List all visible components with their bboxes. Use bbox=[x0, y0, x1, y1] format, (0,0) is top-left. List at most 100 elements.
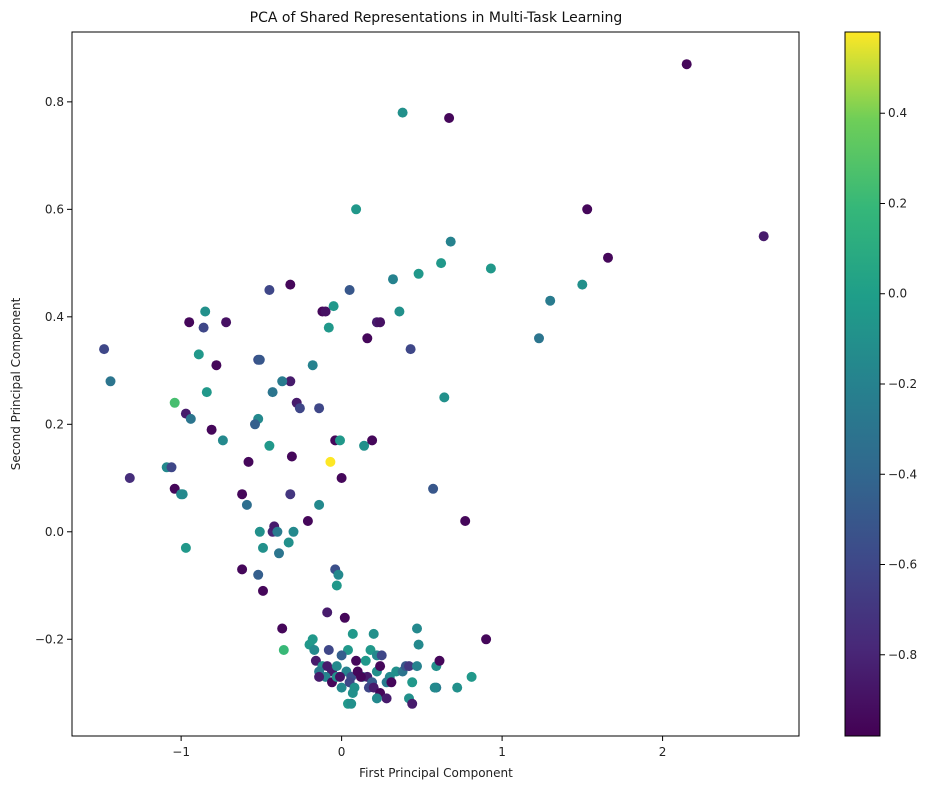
x-tick-label: 1 bbox=[498, 745, 506, 759]
colorbar-tick-label: −0.8 bbox=[888, 648, 917, 662]
colorbar-tick-label: −0.2 bbox=[888, 377, 917, 391]
scatter-point bbox=[412, 623, 422, 634]
scatter-point bbox=[445, 236, 456, 247]
scatter-point bbox=[394, 306, 405, 317]
y-axis-label: Second Principal Component bbox=[9, 297, 23, 470]
scatter-point bbox=[314, 403, 325, 414]
scatter-point bbox=[386, 677, 397, 688]
scatter-point bbox=[444, 113, 455, 123]
scatter-point bbox=[397, 107, 408, 118]
scatter-point bbox=[314, 671, 325, 682]
scatter-point bbox=[336, 650, 347, 661]
y-tick-label: 0.8 bbox=[45, 95, 64, 109]
scatter-point bbox=[405, 344, 416, 355]
scatter-point bbox=[124, 473, 135, 483]
scatter-point bbox=[258, 585, 268, 596]
scatter-point bbox=[198, 322, 209, 333]
scatter-point bbox=[206, 424, 217, 435]
scatter-point bbox=[254, 526, 265, 537]
scatter-point bbox=[355, 671, 366, 682]
scatter-point bbox=[335, 435, 345, 446]
scatter-point bbox=[258, 542, 268, 553]
scatter-point bbox=[169, 397, 180, 408]
scatter-point bbox=[314, 499, 325, 510]
scatter-point bbox=[309, 645, 320, 655]
scatter-point bbox=[375, 317, 386, 328]
scatter-point bbox=[577, 279, 588, 290]
scatter-point bbox=[331, 580, 342, 591]
scatter-point bbox=[681, 59, 692, 70]
scatter-point bbox=[351, 204, 362, 215]
scatter-point bbox=[603, 252, 613, 263]
scatter-point bbox=[177, 489, 188, 500]
scatter-point bbox=[428, 483, 439, 494]
scatter-point bbox=[243, 456, 254, 467]
colorbar-axis: −0.8 −0.6 −0.4 −0.2 0.0 0.2 0.4 bbox=[880, 106, 917, 662]
scatter-point bbox=[307, 360, 318, 371]
scatter-point bbox=[320, 306, 331, 317]
scatter-point bbox=[264, 440, 275, 451]
scatter-point bbox=[336, 473, 347, 483]
scatter-point bbox=[322, 607, 333, 618]
scatter-point bbox=[193, 349, 204, 360]
colorbar-tick-label: 0.4 bbox=[888, 106, 907, 120]
scatter-point bbox=[217, 435, 228, 446]
scatter-point bbox=[347, 628, 358, 639]
scatter-point bbox=[278, 645, 289, 655]
scatter-point bbox=[254, 354, 265, 365]
scatter-point bbox=[323, 322, 334, 333]
scatter-point bbox=[485, 263, 496, 274]
scatter-point bbox=[346, 698, 357, 709]
chart-title: PCA of Shared Representations in Multi-T… bbox=[250, 10, 623, 26]
scatter-points bbox=[99, 59, 769, 709]
scatter-point bbox=[105, 376, 116, 387]
scatter-point bbox=[481, 634, 492, 645]
scatter-point bbox=[339, 612, 350, 623]
scatter-point bbox=[185, 413, 196, 424]
scatter-point bbox=[286, 451, 297, 462]
colorbar-tick-label: 0.0 bbox=[888, 287, 907, 301]
scatter-point bbox=[285, 279, 296, 290]
scatter-point bbox=[288, 526, 299, 537]
scatter-point bbox=[274, 548, 284, 559]
scatter-point bbox=[325, 456, 336, 467]
scatter-point bbox=[407, 698, 418, 709]
scatter-point bbox=[180, 542, 191, 553]
y-tick-label: 0.6 bbox=[45, 202, 64, 216]
scatter-point bbox=[371, 693, 382, 704]
scatter-point bbox=[277, 623, 288, 634]
x-axis: −1 0 1 2 bbox=[172, 736, 666, 759]
scatter-point bbox=[367, 435, 378, 446]
scatter-point bbox=[381, 693, 392, 704]
scatter-point bbox=[331, 661, 342, 672]
scatter-point bbox=[294, 403, 305, 414]
scatter-point bbox=[359, 440, 370, 451]
scatter-point bbox=[376, 650, 387, 661]
scatter-point bbox=[407, 677, 418, 688]
scatter-point bbox=[237, 564, 248, 575]
scatter-point bbox=[347, 688, 358, 698]
x-tick-label: −1 bbox=[172, 745, 190, 759]
scatter-point bbox=[285, 376, 296, 387]
scatter-point bbox=[429, 682, 440, 693]
scatter-point bbox=[272, 526, 283, 537]
scatter-point bbox=[302, 516, 313, 526]
scatter-point bbox=[250, 419, 260, 430]
y-tick-label: 0.2 bbox=[45, 417, 64, 431]
scatter-point bbox=[439, 392, 450, 403]
y-tick-label: 0.0 bbox=[45, 525, 64, 539]
scatter-point bbox=[241, 499, 252, 510]
scatter-point bbox=[344, 285, 355, 295]
scatter-point bbox=[253, 569, 264, 580]
scatter-point bbox=[184, 317, 195, 328]
colorbar-tick-label: −0.6 bbox=[888, 558, 917, 572]
scatter-point bbox=[201, 387, 212, 398]
scatter-point bbox=[758, 231, 769, 242]
colorbar-tick-label: −0.4 bbox=[888, 467, 917, 481]
scatter-point bbox=[237, 489, 248, 500]
colorbar-tick-label: 0.2 bbox=[888, 196, 907, 210]
scatter-point bbox=[375, 661, 386, 672]
scatter-point bbox=[582, 204, 593, 215]
scatter-point bbox=[413, 639, 424, 650]
